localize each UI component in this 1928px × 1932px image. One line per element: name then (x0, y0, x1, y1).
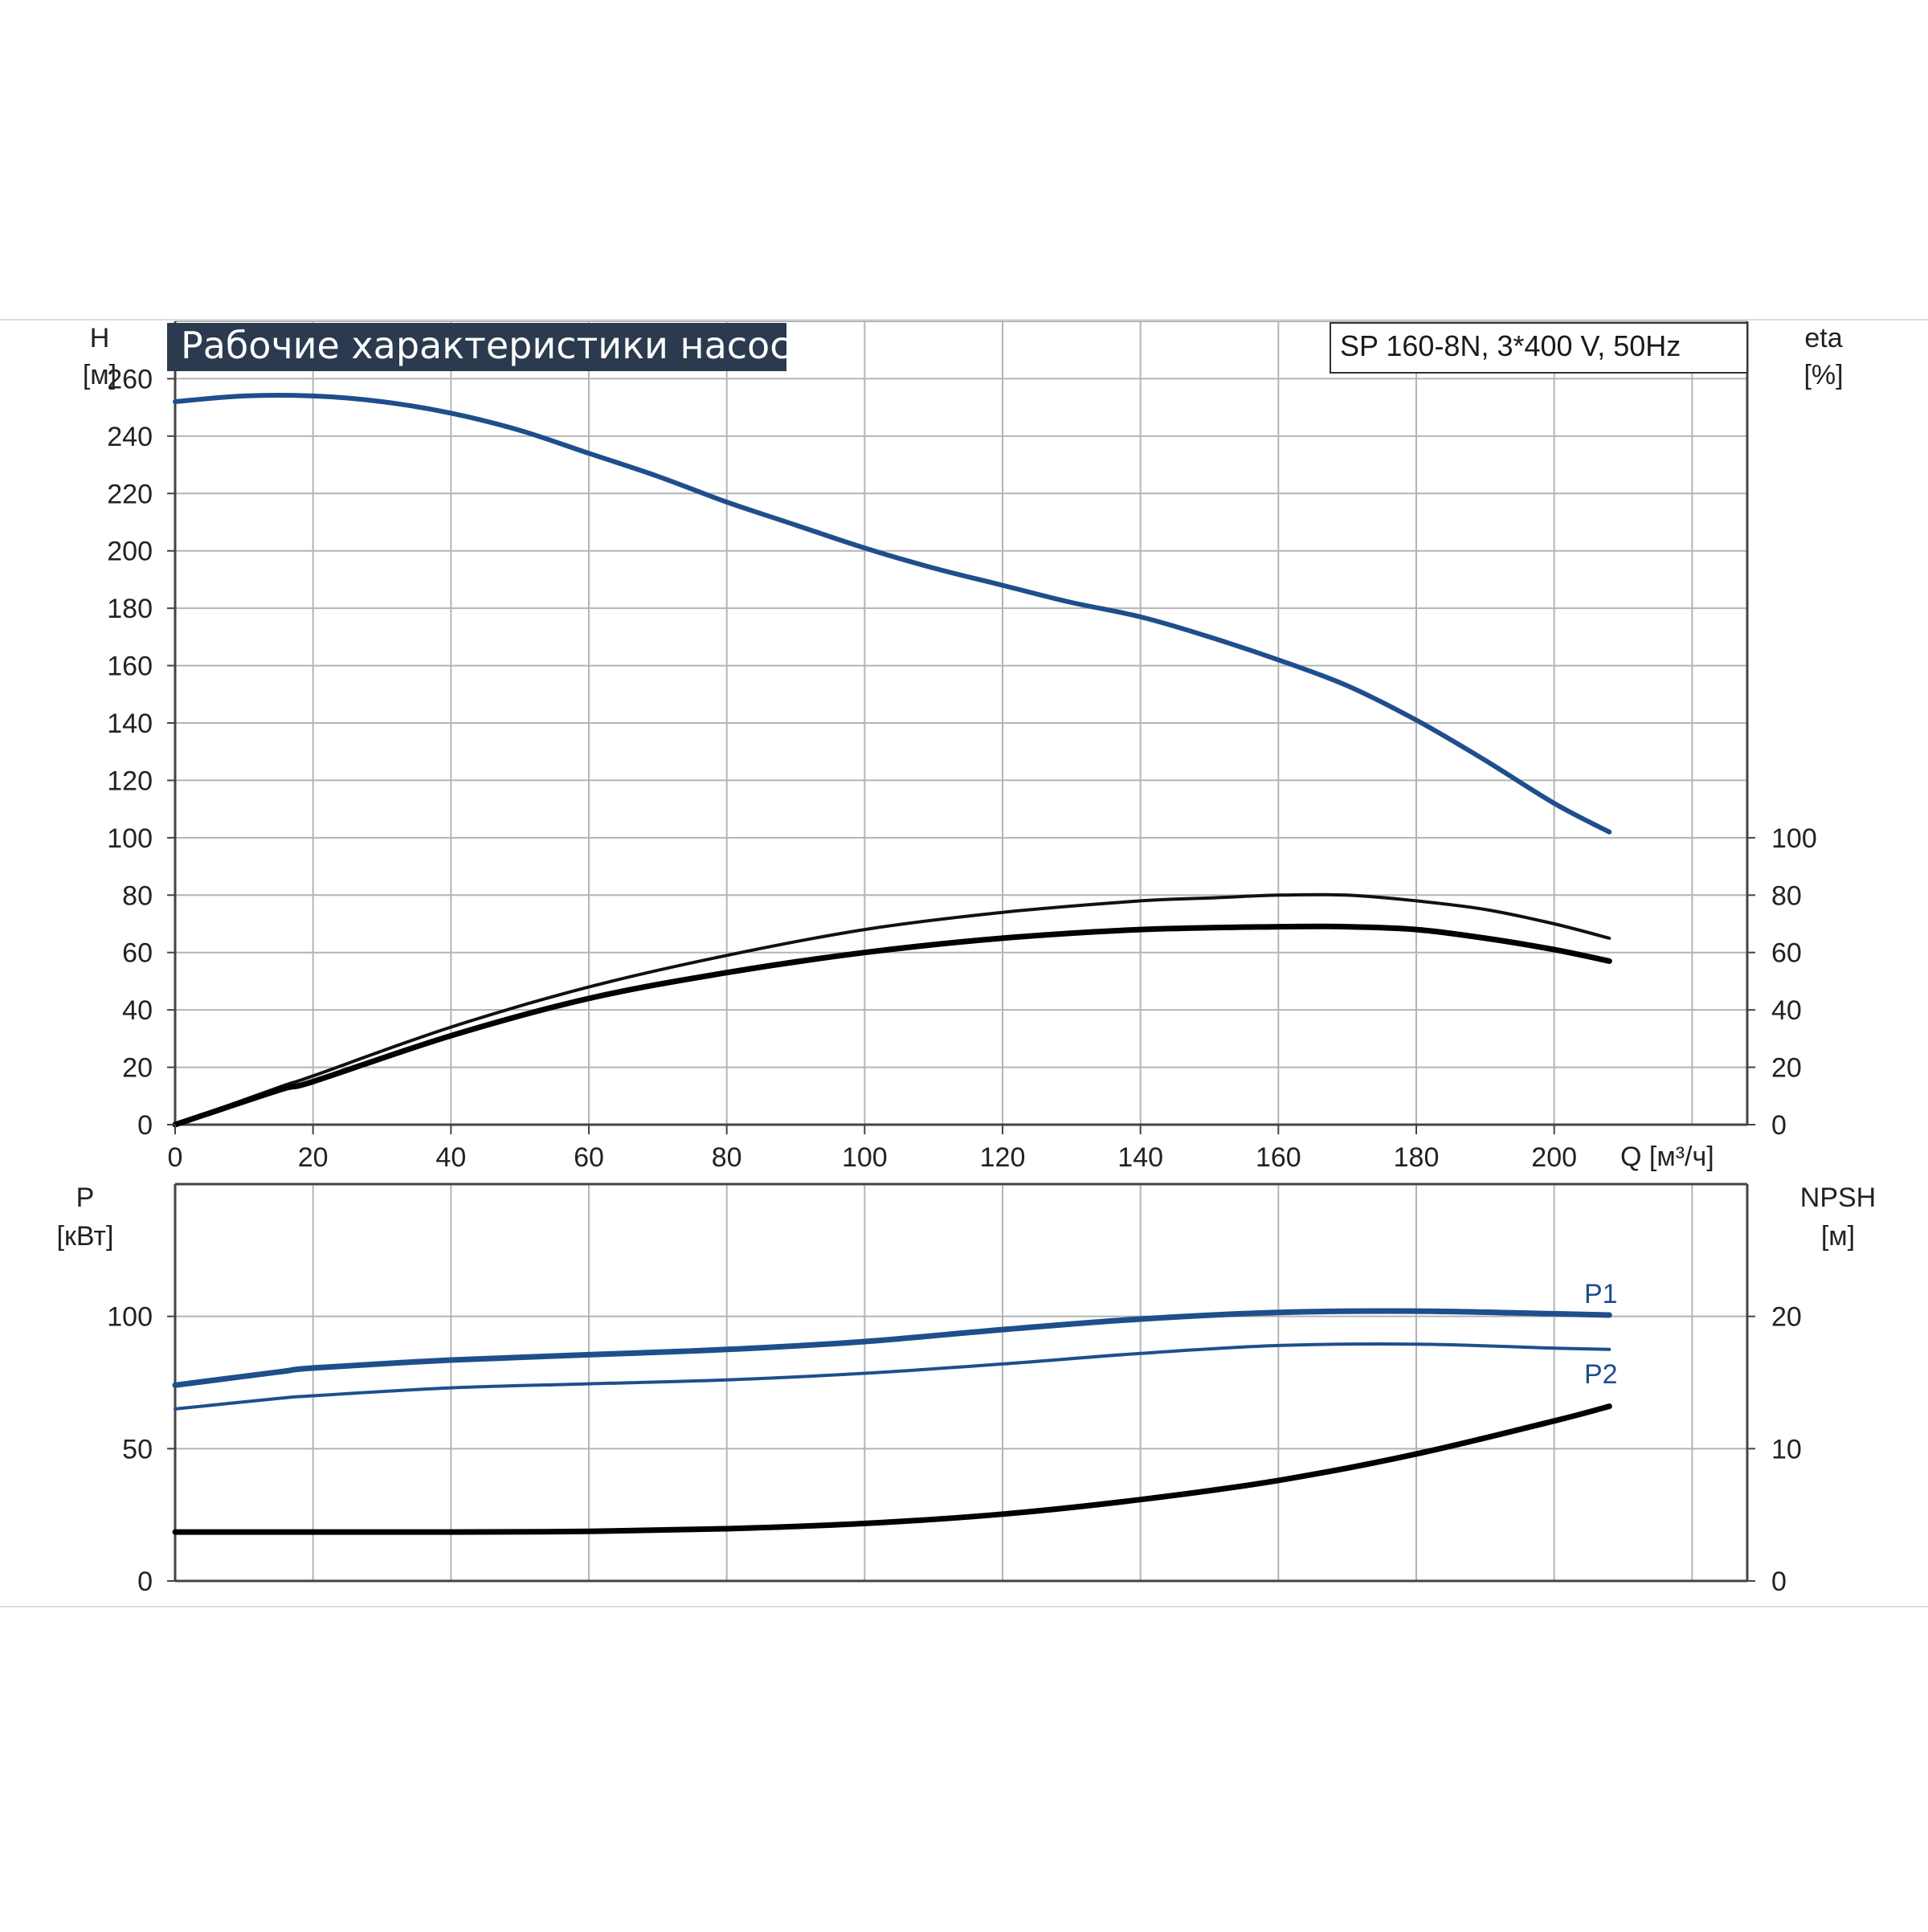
tick-label-left: 60 (122, 938, 153, 969)
y-right-label-top: eta (1804, 323, 1842, 353)
series-line-npsh (172, 1403, 1612, 1535)
tick-label-left: 0 (137, 1566, 153, 1597)
top-panel-series (172, 393, 1612, 1128)
tick-label-right: 20 (1771, 1053, 1802, 1084)
tick-label-left: 50 (122, 1434, 153, 1464)
series-line-eta-total (172, 923, 1612, 1128)
tick-label-x: 100 (842, 1142, 888, 1173)
tick-label-x: 200 (1531, 1142, 1577, 1173)
bottom-panel-series (172, 1308, 1612, 1535)
top-panel-grid (174, 321, 1749, 1126)
tick-label-left: 100 (107, 823, 153, 854)
tick-label-x: 180 (1394, 1142, 1440, 1173)
y-right-unit-top: [%] (1803, 360, 1843, 390)
tick-label-x: 40 (435, 1142, 466, 1173)
tick-label-left: 200 (107, 537, 153, 567)
tick-label-right: 0 (1771, 1110, 1787, 1141)
tick-label-left: 0 (137, 1110, 153, 1141)
tick-label-left: 40 (122, 995, 153, 1026)
tick-label-right: 20 (1771, 1302, 1802, 1333)
tick-label-right: 0 (1771, 1566, 1787, 1597)
tick-label-left: 180 (107, 594, 153, 624)
tick-label-left: 220 (107, 479, 153, 509)
x-axis-label: Q [м³/ч] (1620, 1142, 1714, 1172)
tick-label-left: 20 (122, 1053, 153, 1084)
tick-label-x: 20 (298, 1142, 329, 1173)
tick-label-x: 60 (574, 1142, 604, 1173)
tick-label-x: 80 (712, 1142, 742, 1173)
series-line-eta-pump (174, 892, 1611, 1126)
series-line-p2 (174, 1342, 1611, 1411)
tick-label-left: 100 (107, 1302, 153, 1333)
top-panel-tick-labels: 0204060801001201401601802002202402600204… (107, 364, 1816, 1173)
y-right-unit-bottom: [м] (1821, 1221, 1855, 1252)
p2-curve-label: P2 (1584, 1359, 1618, 1390)
bottom-panel-grid (174, 1182, 1749, 1583)
series-line-h (173, 393, 1612, 835)
p1-curve-label: P1 (1584, 1279, 1618, 1309)
tick-label-left: 160 (107, 651, 153, 682)
tick-label-x: 160 (1256, 1142, 1301, 1173)
y-right-label-bottom: NPSH (1800, 1182, 1876, 1213)
y-left-unit-top: [м] (83, 360, 116, 390)
tick-label-x: 140 (1117, 1142, 1163, 1173)
model-box (1330, 322, 1748, 374)
tick-label-right: 80 (1771, 880, 1802, 911)
model-label: SP 160-8N, 3*400 V, 50Hz (1340, 329, 1681, 362)
tick-label-left: 80 (122, 880, 153, 911)
y-left-unit-bottom: [кВт] (57, 1221, 114, 1252)
tick-label-x: 120 (980, 1142, 1026, 1173)
tick-label-right: 100 (1771, 823, 1817, 854)
chart-title: Рабочие характеристики насоса (181, 324, 813, 367)
tick-label-x: 0 (168, 1142, 183, 1173)
y-left-label-top: H (90, 323, 110, 353)
tick-label-left: 260 (107, 364, 153, 394)
tick-label-right: 60 (1771, 938, 1802, 969)
tick-label-right: 10 (1771, 1434, 1802, 1464)
tick-label-left: 120 (107, 766, 153, 796)
tick-label-right: 40 (1771, 995, 1802, 1026)
series-line-p1 (172, 1308, 1612, 1388)
title-banner (167, 323, 786, 371)
tick-label-left: 240 (107, 422, 153, 452)
tick-label-left: 140 (107, 709, 153, 739)
y-left-label-bottom: P (76, 1182, 95, 1213)
bottom-panel-tick-labels: 0 50 100 0 10 20 (107, 1302, 1802, 1597)
